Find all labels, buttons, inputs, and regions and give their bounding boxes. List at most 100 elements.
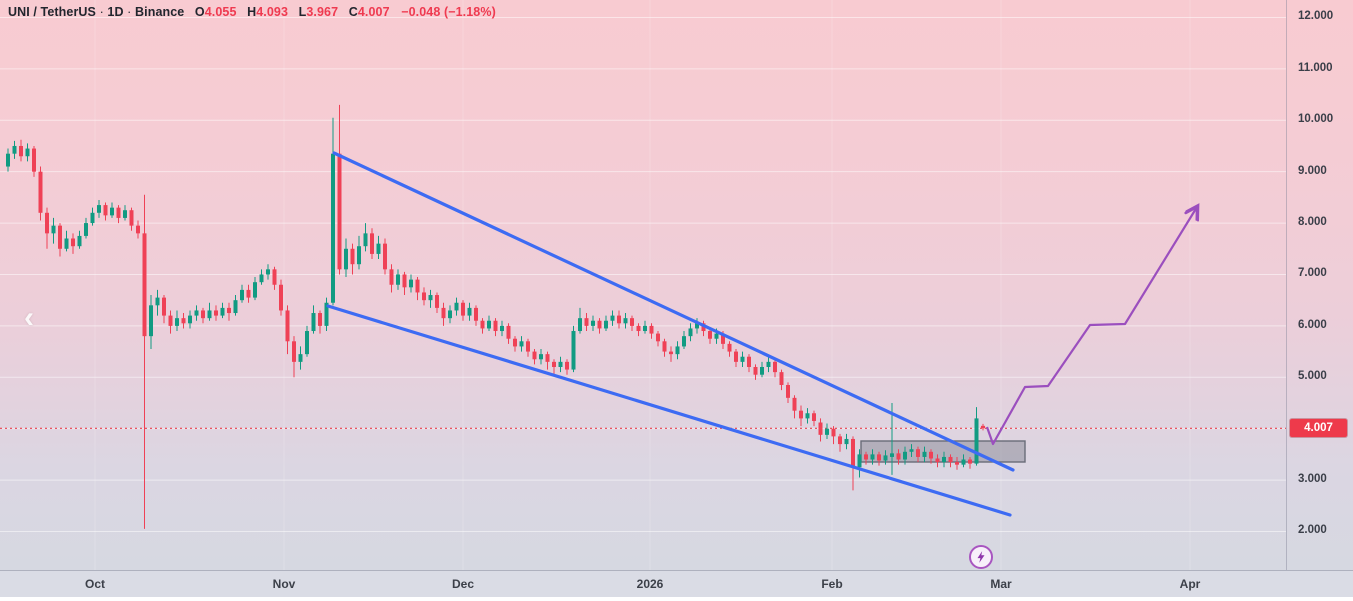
event-marker[interactable] — [969, 545, 993, 569]
price-axis-label: 12.000 — [1298, 10, 1334, 23]
last-price-badge[interactable]: 4.007 — [1290, 419, 1347, 438]
candle-body — [376, 243, 381, 254]
candle-body — [636, 325, 641, 332]
candle-body — [142, 233, 147, 337]
candle-body — [240, 289, 244, 301]
candle-body — [545, 354, 550, 362]
symbol-title[interactable]: UNI / TetherUS — [8, 5, 96, 19]
candle-body — [831, 428, 836, 437]
candle-body — [760, 366, 764, 375]
candle-body — [90, 212, 95, 224]
candle-body — [740, 356, 745, 362]
candle-body — [597, 320, 602, 329]
projection-arrow[interactable] — [985, 207, 1197, 446]
candle-body — [773, 361, 777, 373]
time-axis-label: Apr — [1179, 577, 1201, 591]
scroll-left-chevron-icon[interactable]: ‹ — [24, 301, 34, 334]
candle-body — [844, 438, 849, 445]
low-value: 3.967 — [306, 5, 339, 19]
header-separator: · — [127, 5, 132, 19]
candle-body — [532, 351, 537, 360]
candle-body — [214, 310, 218, 316]
candle-body — [136, 225, 140, 234]
candle-body — [64, 238, 69, 249]
time-axis-label: Mar — [990, 577, 1012, 591]
candle-body — [110, 207, 114, 216]
candle-body — [266, 269, 270, 275]
candle-body — [519, 341, 524, 347]
candle-body — [571, 331, 576, 370]
time-axis[interactable]: Oct Nov Dec 2026 Feb Mar Apr — [0, 570, 1353, 598]
candle-body — [552, 361, 556, 367]
candle-body — [383, 243, 387, 270]
interval-selector[interactable]: 1D — [107, 5, 124, 19]
candle-body — [441, 307, 446, 319]
candle-body — [513, 338, 517, 347]
price-axis-label: 10.000 — [1298, 113, 1334, 126]
wedge-upper-trendline[interactable] — [332, 151, 1015, 472]
candle-body — [350, 248, 355, 265]
candle-body — [591, 320, 595, 326]
candle-body — [935, 458, 940, 463]
open-value: 4.055 — [204, 5, 237, 19]
candle-body — [311, 313, 316, 332]
candle-body — [656, 333, 660, 342]
candle-body — [721, 333, 725, 344]
candle-body — [734, 351, 738, 362]
candle-body — [877, 454, 881, 461]
candle-body — [799, 410, 803, 419]
candle-body — [344, 248, 348, 270]
candle-body — [916, 449, 920, 457]
candle-body — [539, 354, 543, 360]
wedge-lower-trendline[interactable] — [326, 304, 1012, 517]
candle-body — [103, 205, 108, 216]
candle-body — [500, 325, 504, 332]
time-axis-label: Oct — [84, 577, 106, 591]
candle-body — [961, 459, 966, 465]
price-axis[interactable]: 4.007 12.000 11.000 10.000 9.000 8.000 7.000 6… — [1286, 0, 1353, 570]
candle-body — [909, 449, 914, 452]
candle-body — [753, 366, 758, 375]
exchange-label[interactable]: Binance — [135, 5, 185, 19]
candle-body — [181, 318, 186, 324]
candle-body — [129, 210, 134, 226]
candle-body — [643, 325, 647, 332]
candle-body — [675, 346, 680, 355]
candle-body — [682, 336, 686, 347]
chart-canvas-background — [0, 0, 1353, 570]
candle-body — [714, 333, 719, 339]
candle-body — [116, 207, 121, 218]
candle-body — [883, 455, 888, 461]
candle-body — [695, 323, 699, 329]
close-label: C — [348, 5, 358, 19]
candle-body — [162, 297, 166, 316]
candle-body — [51, 225, 56, 234]
candle-body — [818, 422, 823, 435]
candle-body — [233, 300, 238, 314]
candle-body — [318, 313, 322, 326]
candle-body — [6, 153, 10, 167]
candle-body — [558, 361, 563, 367]
candle-body — [84, 223, 88, 236]
candle-body — [584, 318, 589, 326]
candle-body — [422, 292, 426, 301]
candle-body — [175, 318, 179, 326]
time-axis-label: Nov — [272, 577, 296, 591]
candle-body — [662, 341, 667, 352]
high-value: 4.093 — [256, 5, 289, 19]
candle-body — [955, 462, 959, 465]
candle-body — [201, 310, 205, 319]
candle-body — [747, 356, 751, 367]
candle-body — [948, 456, 953, 463]
candle-body — [610, 315, 615, 321]
header-separator: · — [99, 5, 104, 19]
price-axis-label: 9.000 — [1298, 164, 1327, 177]
price-axis-label: 8.000 — [1298, 216, 1327, 229]
candle-body — [194, 310, 199, 316]
candle-body — [220, 307, 225, 316]
price-axis-label: 3.000 — [1298, 473, 1327, 486]
candle-body — [337, 153, 342, 270]
candle-body — [487, 320, 491, 329]
